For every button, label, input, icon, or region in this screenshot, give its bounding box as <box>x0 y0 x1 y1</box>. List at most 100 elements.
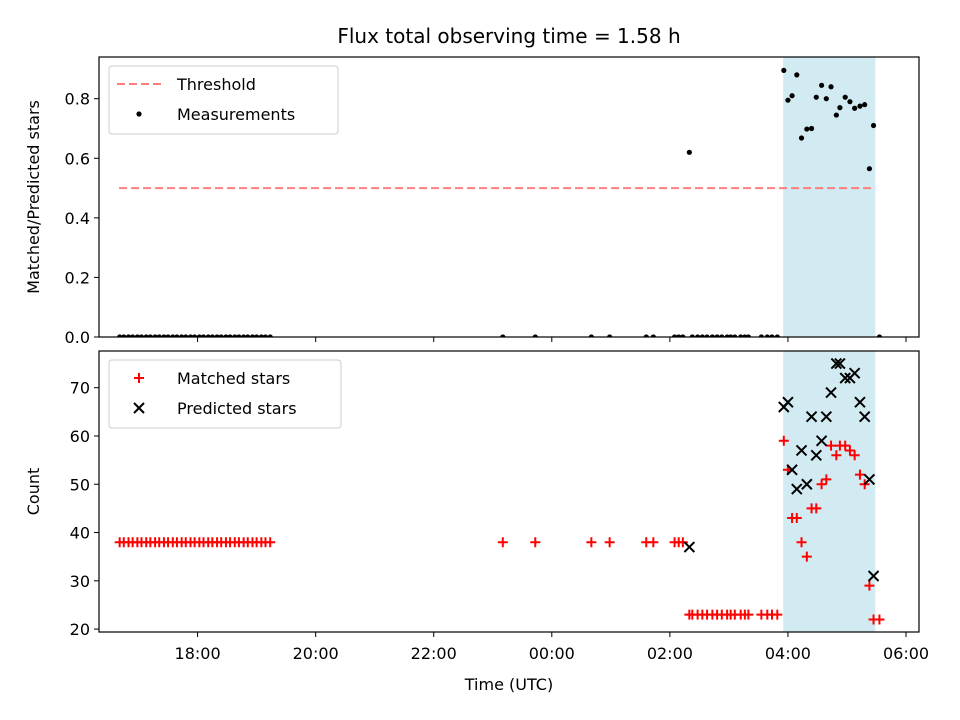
measurement-point <box>745 334 751 337</box>
measurement-point <box>695 334 701 337</box>
measurement-point <box>798 135 805 141</box>
matched-star-point <box>743 609 754 620</box>
measurement-point <box>241 334 247 337</box>
x-tick-label: 04:00 <box>765 644 811 663</box>
measurement-point <box>588 334 594 337</box>
measurement-point <box>818 82 825 88</box>
matched-star-point <box>821 474 832 485</box>
measurement-point <box>209 334 215 337</box>
y-tick-label: 20 <box>70 620 90 639</box>
matched-star-point <box>796 537 807 548</box>
matched-star-point <box>854 469 865 480</box>
measurement-point <box>174 334 180 337</box>
x-tick-label: 02:00 <box>647 644 693 663</box>
measurement-point <box>187 334 194 337</box>
legend: Matched stars Predicted stars <box>108 359 342 429</box>
measurement-point <box>249 334 256 337</box>
matched-star-point <box>811 503 822 514</box>
legend-matched-swatch <box>134 373 144 383</box>
predicted-star-point <box>795 444 808 457</box>
matched-star-point <box>791 513 802 524</box>
measurement-point <box>680 334 686 337</box>
matched-star-point <box>778 435 789 446</box>
y-tick-label: 0.6 <box>65 149 90 168</box>
y-tick-label: 50 <box>70 475 90 494</box>
legend-label: Measurements <box>177 105 295 124</box>
measurement-point <box>714 334 720 337</box>
measurement-point <box>121 334 127 337</box>
measurement-point <box>138 334 145 337</box>
matched-star-point <box>864 580 875 591</box>
predicted-star-point <box>782 396 794 408</box>
measurement-point <box>125 334 132 337</box>
predicted-star-point <box>854 396 866 408</box>
predicted-star-point <box>820 410 833 423</box>
x-tick-label: 18:00 <box>175 644 221 663</box>
matched-star-point <box>677 537 688 548</box>
measurement-point <box>200 334 207 337</box>
measurement-point <box>738 334 744 337</box>
measurement-point <box>866 166 873 172</box>
measurement-point <box>828 84 834 90</box>
measurement-point <box>134 334 140 337</box>
measurement-point <box>192 334 198 337</box>
measurement-point <box>147 334 153 337</box>
measurement-point <box>143 334 149 337</box>
measurement-point <box>130 334 136 337</box>
axes-frame <box>98 350 920 633</box>
measurement-point <box>232 334 238 337</box>
predicted-star-point <box>810 449 822 461</box>
predicted-star-point <box>815 435 828 447</box>
legend-box <box>108 65 339 135</box>
measurement-point <box>794 72 800 78</box>
measurement-point <box>214 334 220 337</box>
y-tick-label: 70 <box>70 379 90 398</box>
y-tick-label: 0.8 <box>65 90 90 109</box>
measurement-point <box>267 334 273 337</box>
measurement-point <box>774 334 780 337</box>
measurement-point <box>758 334 764 337</box>
measurement-point <box>262 334 269 337</box>
measurement-point <box>218 334 224 337</box>
measurement-point <box>808 125 815 132</box>
y-tick-label: 60 <box>70 427 90 446</box>
measurement-point <box>857 103 863 109</box>
observing-window-span <box>783 57 876 337</box>
data-points <box>117 67 883 337</box>
measurement-point <box>699 334 705 337</box>
measurement-point <box>671 334 678 337</box>
measurement-point <box>227 334 233 337</box>
measurement-point <box>764 334 770 337</box>
measurement-point <box>833 112 839 118</box>
panel-bottom: 20 30 40 50 60 70 18:00 20:00 22:00 00:00 02:00 04:… <box>24 350 929 694</box>
measurement-point <box>258 334 264 337</box>
measurement-point <box>196 334 202 337</box>
measurement-point <box>170 334 176 337</box>
matched-star-point <box>831 450 842 461</box>
y-tick-label: 0.4 <box>65 209 90 228</box>
predicted-star-point <box>805 410 818 423</box>
measurement-point <box>156 334 162 337</box>
y-tick-label: 40 <box>70 524 90 543</box>
measurement-point <box>813 94 819 100</box>
measurement-point <box>183 334 189 337</box>
predicted-star-point <box>801 478 813 490</box>
predicted-star-point <box>786 464 798 476</box>
measurement-point <box>689 334 695 337</box>
legend-label: Matched stars <box>177 369 290 388</box>
legend-label: Threshold <box>176 75 256 94</box>
y-axis-label: Matched/Predicted stars <box>24 100 43 294</box>
chart-title: Flux total observing time = 1.58 h <box>337 24 680 48</box>
measurement-point <box>837 105 843 111</box>
legend-box <box>108 359 342 429</box>
measurement-point <box>676 334 682 337</box>
matched-star-point <box>816 479 827 490</box>
x-tick-label: 22:00 <box>411 644 457 663</box>
matched-star-point <box>826 440 837 451</box>
matched-star-point <box>844 445 855 456</box>
x-tick-label: 00:00 <box>529 644 575 663</box>
matched-star-point <box>874 614 885 625</box>
measurement-point <box>870 122 877 129</box>
measurement-point <box>686 149 692 155</box>
